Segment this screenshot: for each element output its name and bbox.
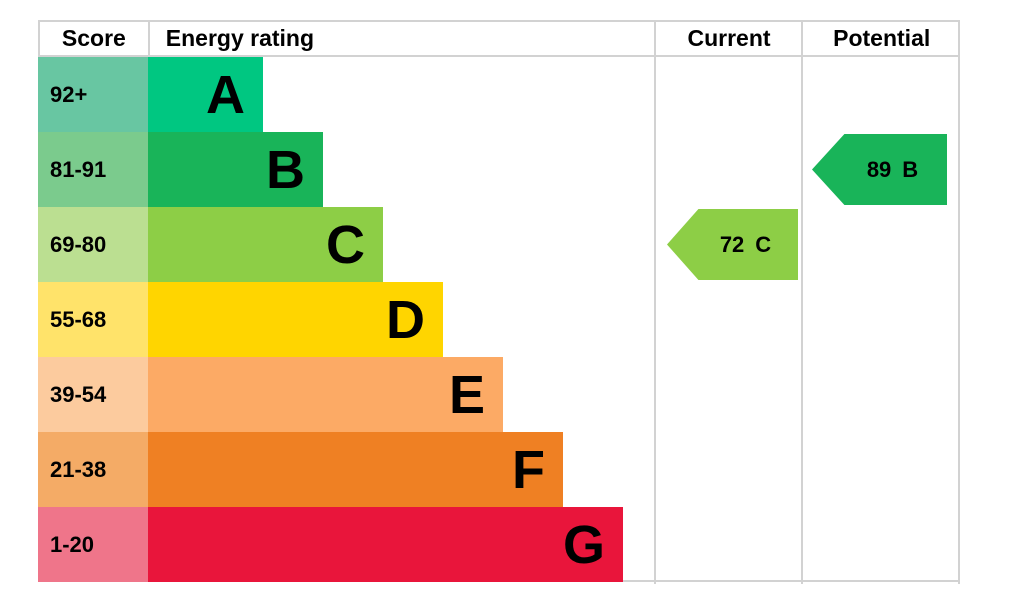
current-rating-value: 72	[719, 231, 745, 257]
band-score-range: 55-68	[38, 282, 148, 357]
band-row-g: 1-20 G	[38, 507, 654, 582]
band-bar: C	[148, 207, 383, 282]
band-score-range: 1-20	[38, 507, 148, 582]
column-header-score: Score	[40, 22, 150, 55]
band-row-b: 81-91 B	[38, 132, 654, 207]
band-letter: E	[448, 364, 485, 425]
band-row-c: 69-80 C	[38, 207, 654, 282]
chart-header-row: Score Energy rating Current Potential	[38, 22, 960, 57]
band-bar: G	[148, 507, 623, 582]
potential-rating-band: B	[902, 156, 919, 182]
band-letter: G	[562, 514, 605, 575]
band-letter: D	[386, 289, 425, 350]
band-score-range: 81-91	[38, 132, 148, 207]
potential-rating-arrow: 89 B	[812, 134, 947, 205]
current-rating-band: C	[755, 231, 772, 257]
epc-rating-chart: Score Energy rating Current Potential 92…	[38, 20, 960, 584]
band-letter: F	[512, 439, 545, 500]
band-row-e: 39-54 E	[38, 357, 654, 432]
band-bar: D	[148, 282, 443, 357]
current-rating-arrow: 72 C	[667, 209, 798, 280]
column-header-potential: Potential	[833, 25, 931, 51]
band-rows: 92+ A 81-91 B 69-80 C 55-68 D 39-54 E 21…	[38, 57, 654, 582]
band-row-a: 92+ A	[38, 57, 654, 132]
band-bar: E	[148, 357, 503, 432]
band-bar: F	[148, 432, 563, 507]
band-letter: A	[206, 64, 245, 125]
band-letter: B	[266, 139, 305, 200]
band-score-range: 92+	[38, 57, 148, 132]
band-row-d: 55-68 D	[38, 282, 654, 357]
band-bar: A	[148, 57, 263, 132]
potential-column-box	[803, 22, 960, 584]
potential-rating-value: 89	[866, 156, 892, 182]
column-header-current: Current	[687, 25, 771, 51]
band-score-range: 69-80	[38, 207, 148, 282]
column-header-energy-rating: Energy rating	[165, 25, 315, 51]
band-letter: C	[326, 214, 365, 275]
band-bar: B	[148, 132, 323, 207]
band-row-f: 21-38 F	[38, 432, 654, 507]
band-score-range: 21-38	[38, 432, 148, 507]
current-column-box	[654, 22, 803, 584]
band-score-range: 39-54	[38, 357, 148, 432]
